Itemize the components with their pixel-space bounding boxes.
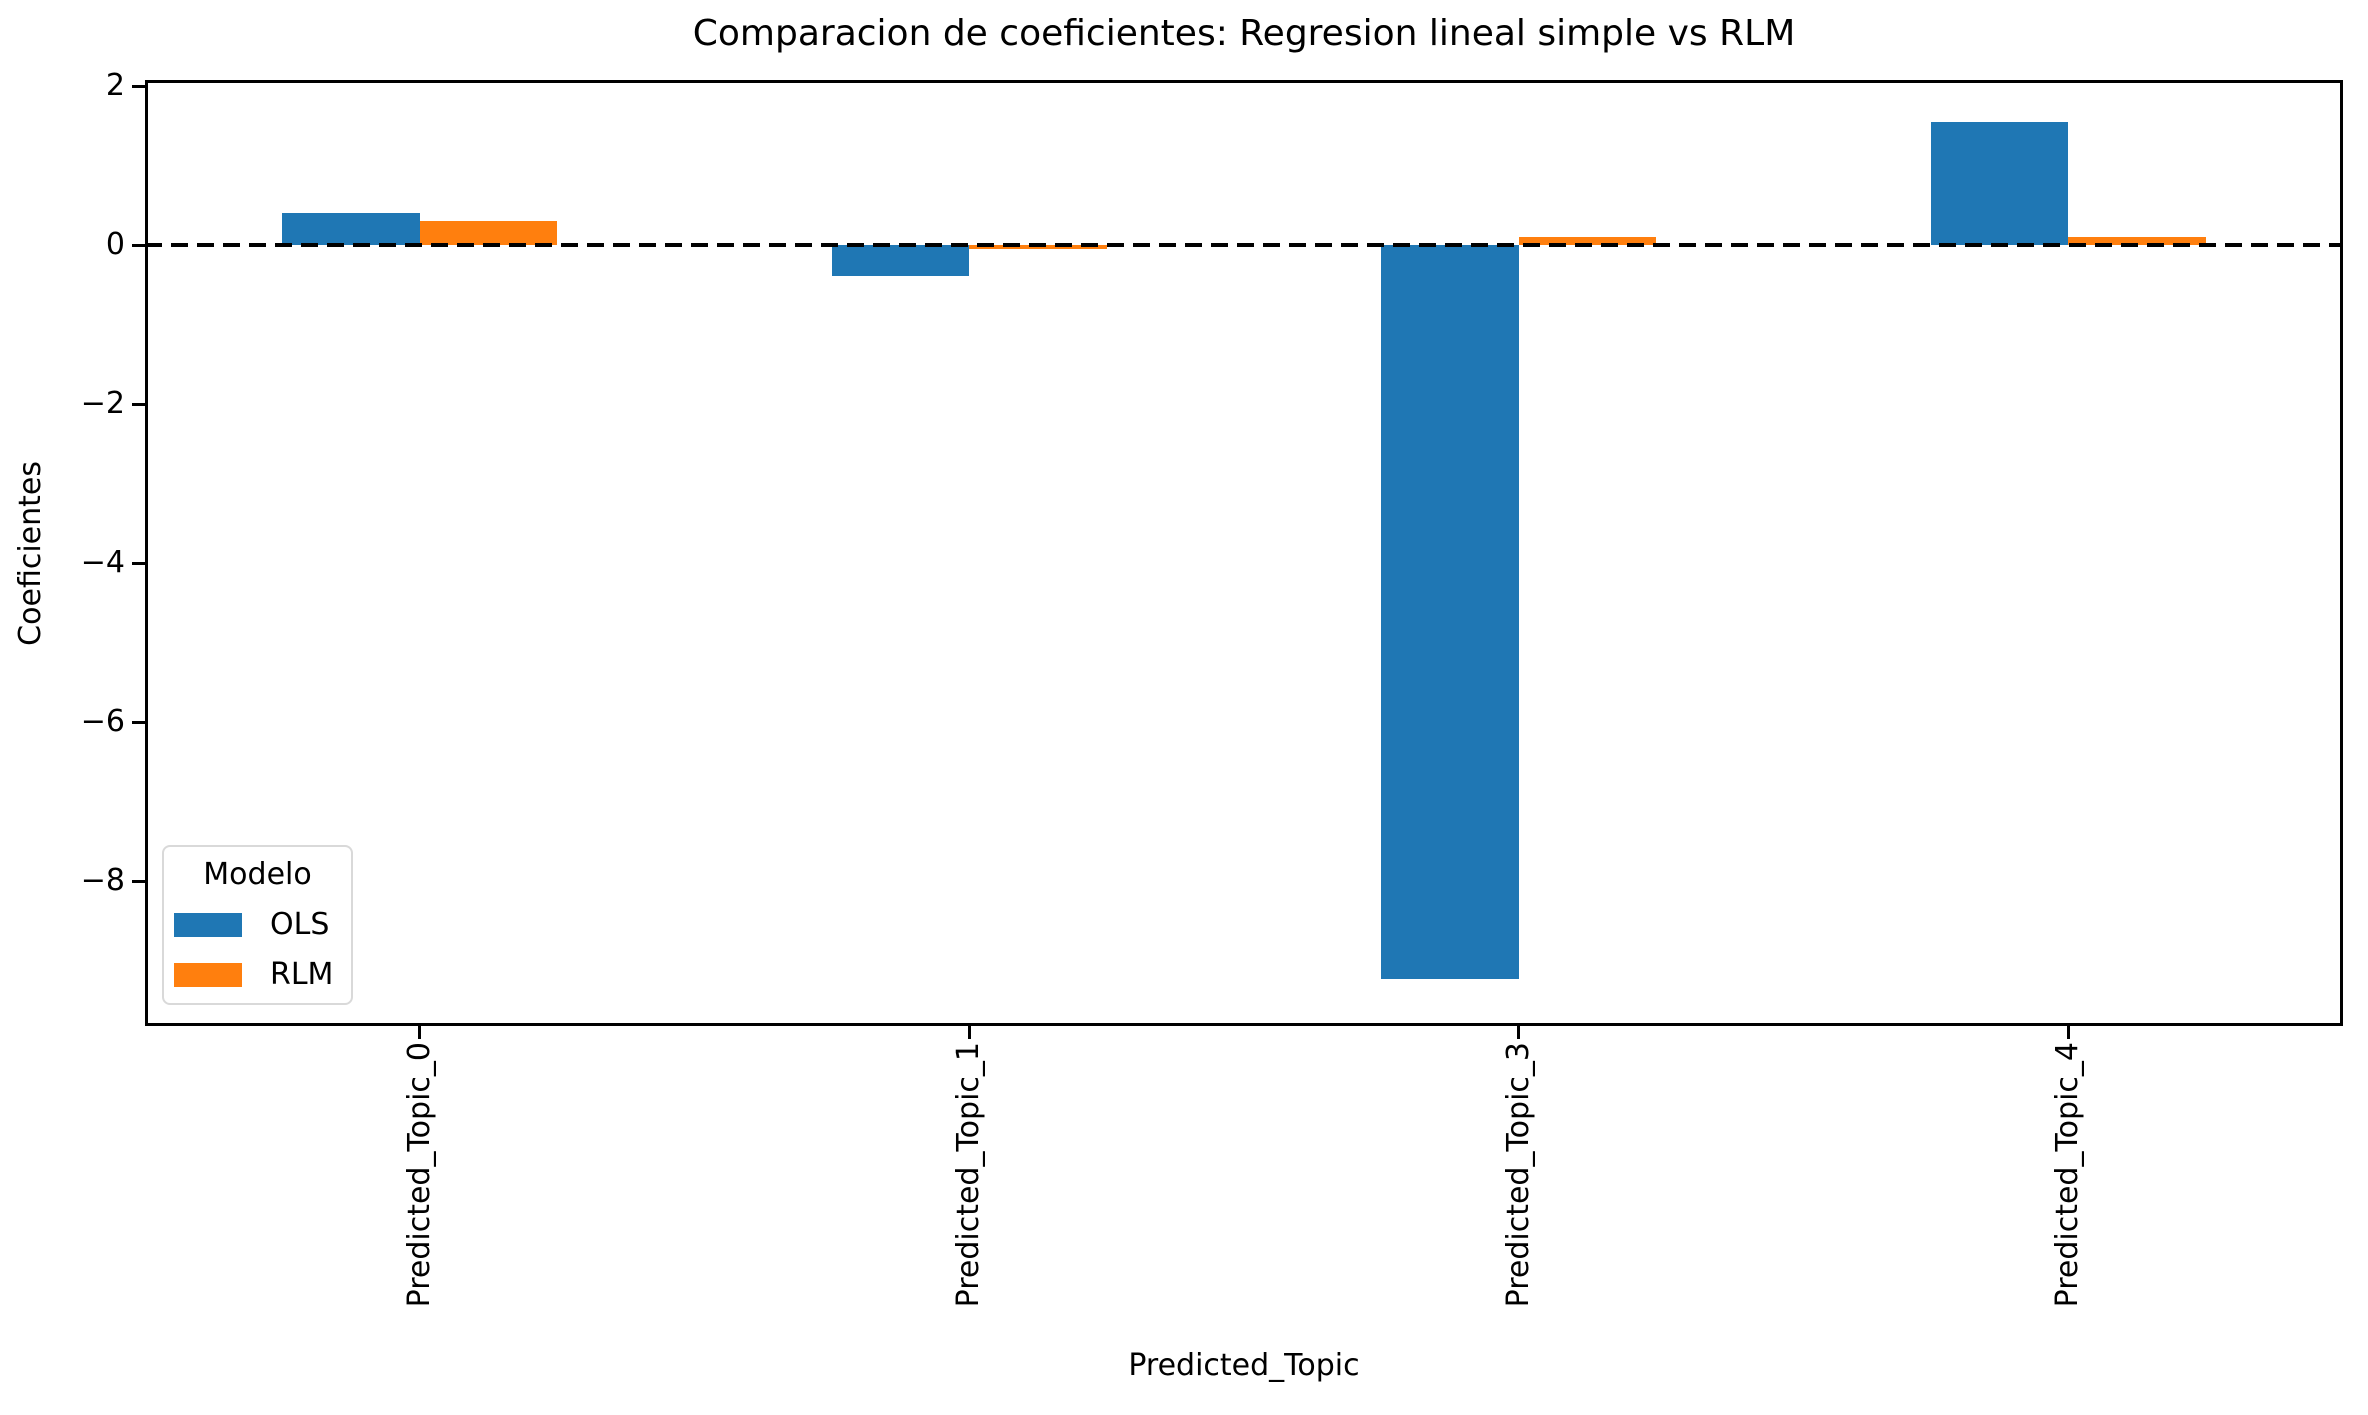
bar-ols-predicted_topic_1 [831, 245, 970, 277]
y-tick-mark [132, 243, 145, 247]
x-axis-label: Predicted_Topic [1128, 1348, 1360, 1383]
chart-title: Comparacion de coeficientes: Regresion l… [692, 13, 1796, 54]
bar-rlm-predicted_topic_0 [419, 220, 558, 246]
bar-ols-predicted_topic_0 [282, 212, 420, 246]
x-tick-mark [1517, 1026, 1521, 1039]
y-tick-label: 2 [105, 68, 125, 104]
bar-ols-predicted_topic_4 [1930, 122, 2069, 246]
legend-label-ols: OLS [270, 907, 330, 942]
y-tick-label: 0 [105, 227, 125, 263]
y-tick-label: −6 [80, 704, 125, 740]
bar-ols-predicted_topic_3 [1381, 245, 1519, 980]
bar-rlm-predicted_topic_3 [1518, 237, 1657, 246]
y-tick-label: −4 [80, 545, 125, 581]
legend-item-ols: OLS [174, 907, 351, 942]
x-tick-label: Predicted_Topic_0 [401, 1042, 437, 1308]
y-tick-label: −8 [80, 863, 125, 899]
legend-item-rlm: RLM [174, 957, 351, 992]
legend: Modelo OLS RLM [162, 845, 353, 1005]
x-tick-mark [418, 1026, 422, 1039]
plot-area [145, 80, 2343, 1026]
zero-dashed-line [145, 243, 2343, 248]
y-tick-mark [132, 84, 145, 88]
legend-title: Modelo [203, 857, 312, 892]
x-tick-label: Predicted_Topic_4 [2050, 1042, 2086, 1308]
y-tick-mark [132, 720, 145, 724]
legend-label-rlm: RLM [270, 957, 334, 992]
x-tick-mark [2066, 1026, 2070, 1039]
legend-swatch-rlm [174, 963, 242, 987]
y-tick-mark [132, 561, 145, 565]
x-tick-label: Predicted_Topic_1 [951, 1042, 987, 1308]
y-tick-label: −2 [80, 386, 125, 422]
y-tick-mark [132, 879, 145, 883]
legend-swatch-ols [174, 913, 242, 937]
y-tick-mark [132, 402, 145, 406]
bar-rlm-predicted_topic_4 [2068, 236, 2206, 246]
x-tick-mark [967, 1026, 971, 1039]
legend-rows: OLS RLM [164, 907, 351, 992]
x-tick-label: Predicted_Topic_3 [1500, 1042, 1536, 1308]
